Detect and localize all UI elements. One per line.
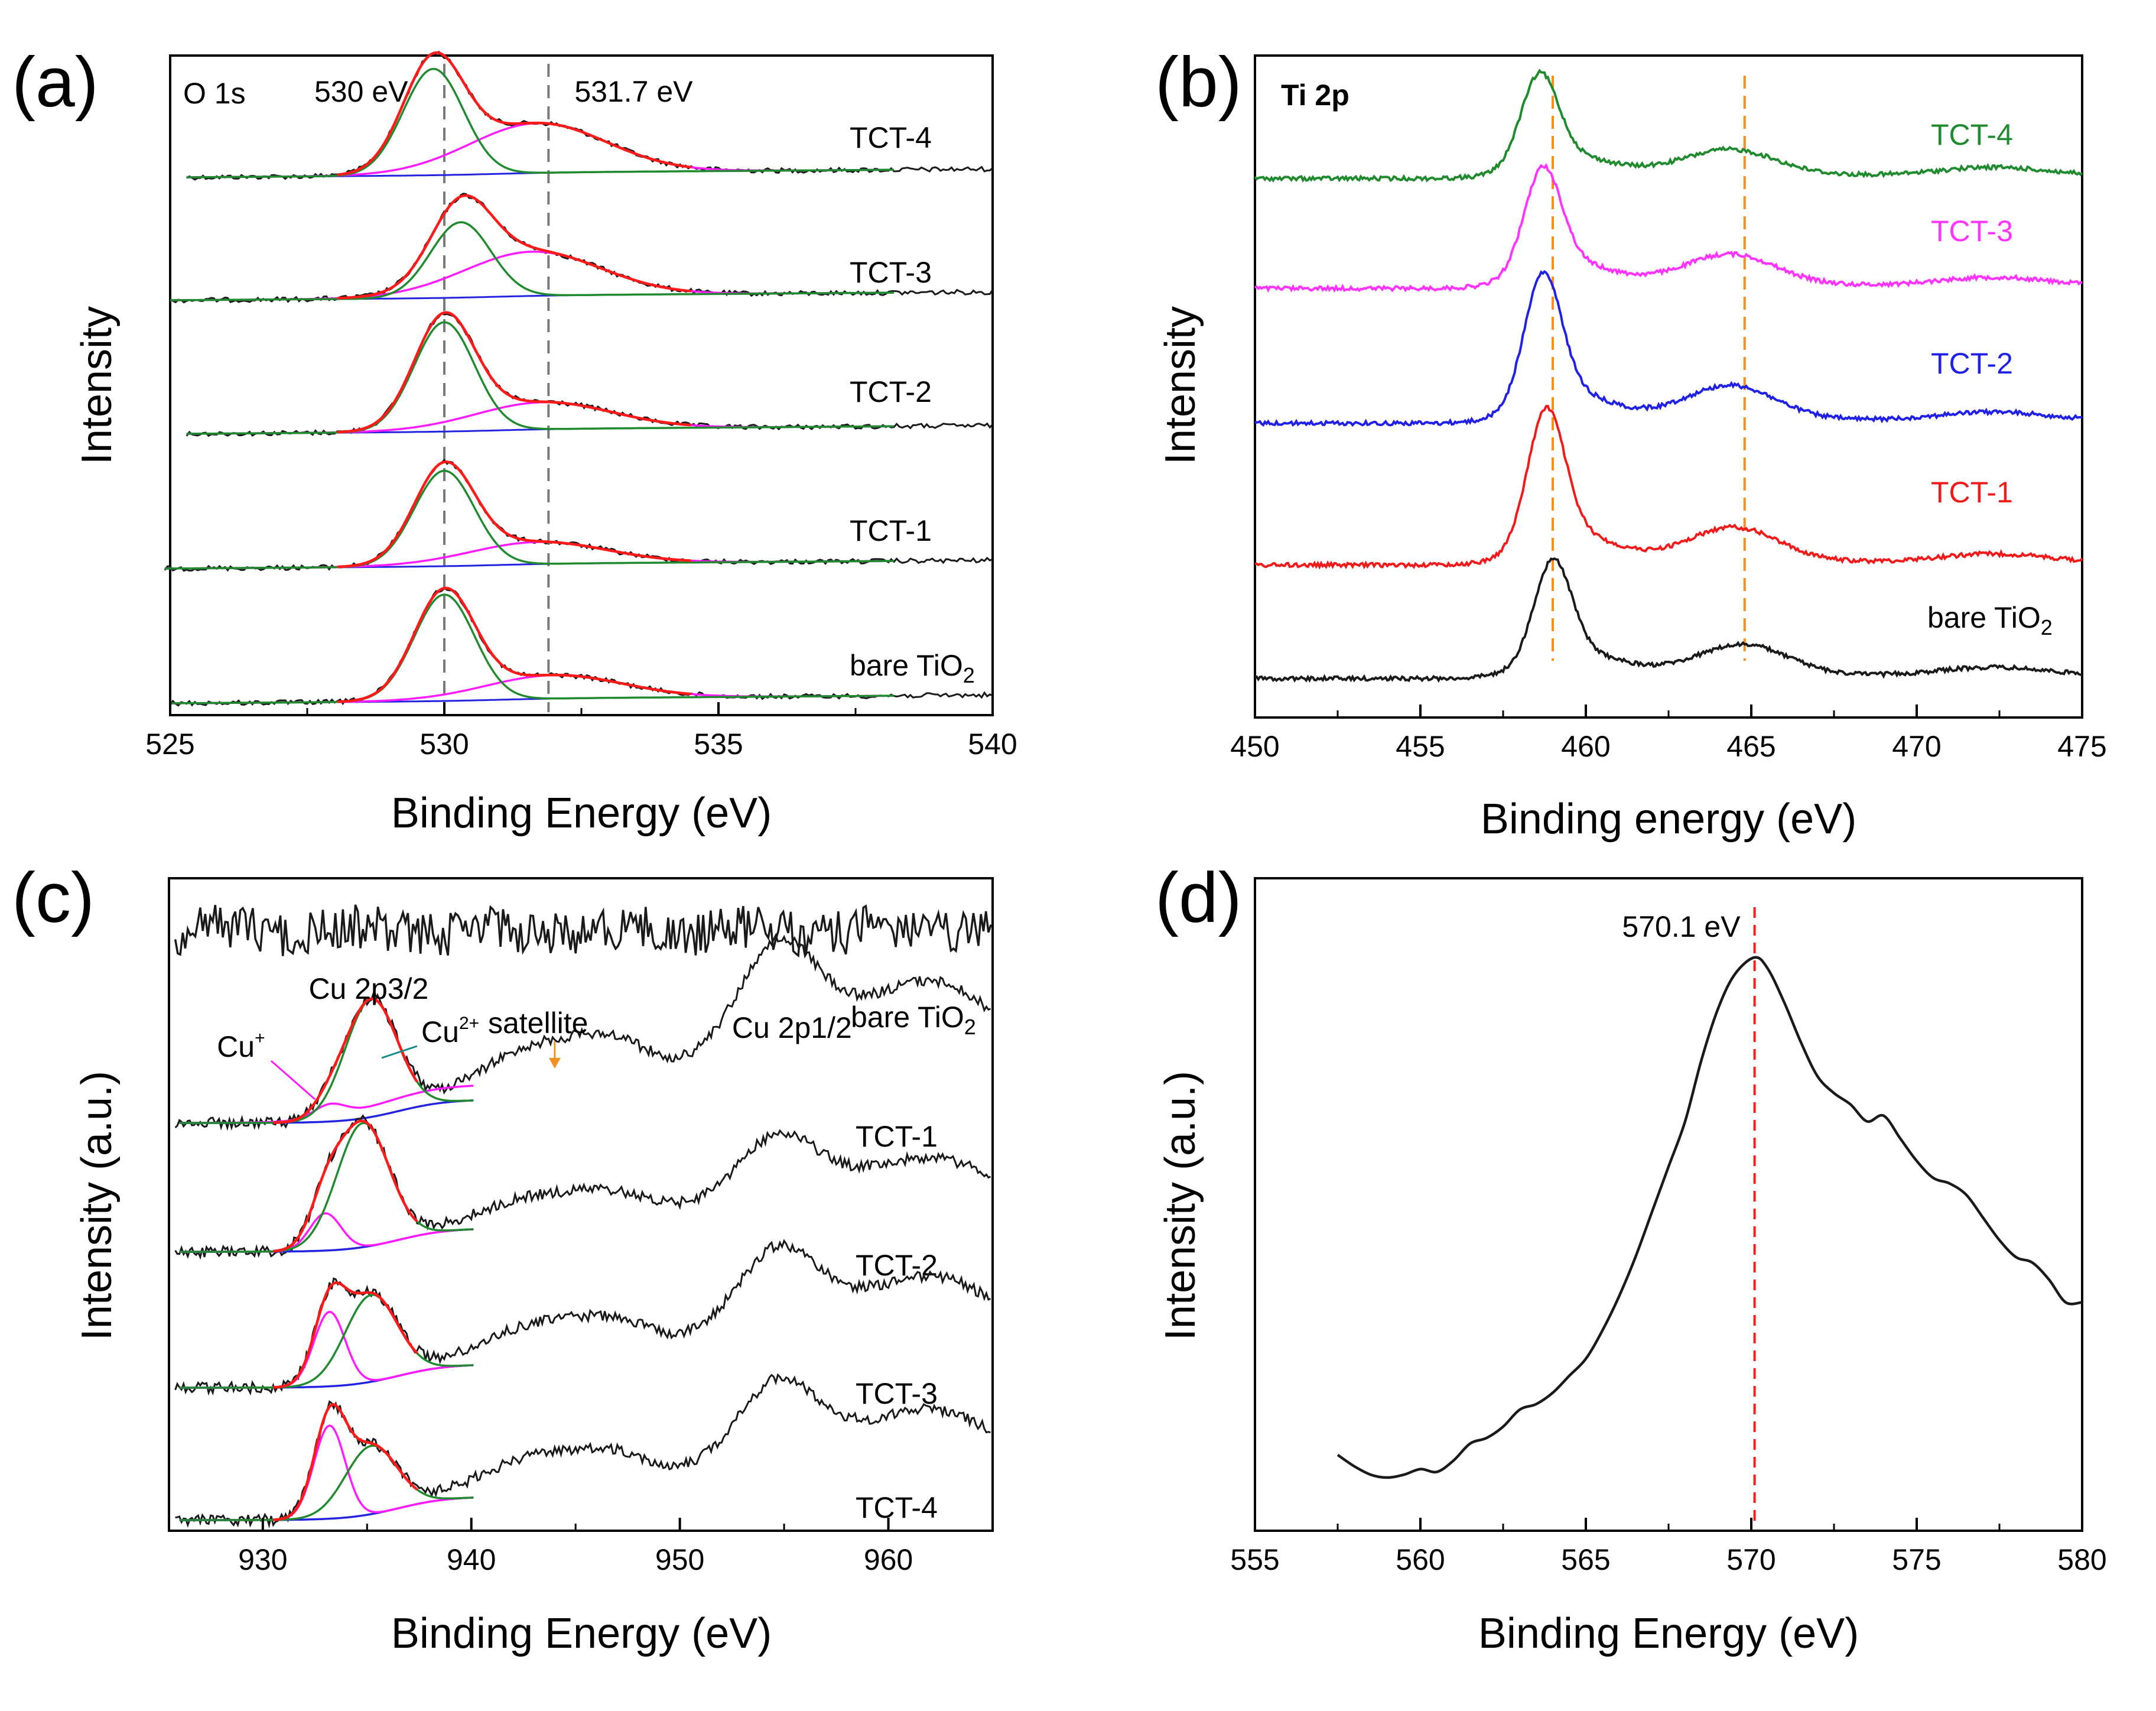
- panel-c-cu2plus-arrow: [381, 1045, 418, 1059]
- panel-a-xlabel: Binding Energy (eV): [391, 790, 772, 837]
- panel-d-tick-label: 570: [1726, 1543, 1775, 1576]
- panel-b-series-label: TCT-2: [1931, 347, 2013, 380]
- panel-b-series-label: bare TiO2: [1927, 601, 2053, 639]
- panel-b-xlabel: Binding energy (eV): [1481, 796, 1856, 843]
- panel-a-tick-label: 540: [968, 728, 1017, 761]
- panel-c-series-label: bare TiO2: [851, 1001, 976, 1039]
- panel-c-tick-label: 960: [864, 1543, 913, 1576]
- panel-c-frame: [168, 877, 994, 1532]
- panel-c-series-label: TCT-4: [856, 1491, 938, 1524]
- panel-c-tick-label: 930: [238, 1543, 287, 1576]
- panel-a-raw-curve: [186, 50, 994, 181]
- panel-b-tick-label: 460: [1561, 730, 1610, 763]
- panel-c-annotation-cu-plus: Cu+: [217, 1028, 265, 1063]
- panel-d-tick-label: 555: [1230, 1543, 1279, 1576]
- panel-a-tick-label: 525: [145, 728, 194, 761]
- panel-b-ylabel: Intensity: [1157, 306, 1204, 465]
- panel-b-tick-label: 455: [1396, 730, 1445, 763]
- panel-b-title: Ti 2p: [1281, 79, 1349, 112]
- panel-a-series-label: TCT-3: [850, 256, 932, 289]
- panel-a-ref-label: 531.7 eV: [574, 75, 693, 108]
- panel-a-peak-lattice: [170, 593, 894, 704]
- panel-c-peak-cu2plus: [179, 1293, 474, 1389]
- panel-c-peak-cu-plus: [179, 1424, 474, 1521]
- panel-a-fit-envelope: [337, 194, 691, 300]
- panel-c-annotation-satellite: satellite: [488, 1007, 588, 1040]
- panel-c-label: (c): [12, 858, 95, 937]
- panel-a-peak-lattice: [186, 321, 895, 435]
- panel-d-label: (d): [1155, 858, 1242, 937]
- panel-b-spectrum: [1254, 557, 2083, 683]
- panel-b-series-label: TCT-3: [1931, 215, 2013, 248]
- panel-d-tick-label: 560: [1396, 1543, 1445, 1576]
- panel-c-fit-envelope: [273, 1402, 418, 1521]
- panel-a-ref-label: 530 eV: [314, 75, 408, 108]
- panel-c-peak-cu2plus: [179, 1122, 474, 1253]
- panel-c-bare-spectrum: [174, 904, 992, 958]
- panel-b-tick-label: 450: [1230, 730, 1279, 763]
- panel-a-raw-curve: [169, 587, 993, 707]
- panel-c-annotation-cu2p12: Cu 2p1/2: [732, 1011, 852, 1044]
- panel-c-series-label: TCT-1: [856, 1120, 938, 1153]
- panel-c-annotation-cu2plus: Cu2+: [421, 1014, 479, 1048]
- panel-b-tick-label: 475: [2057, 730, 2106, 763]
- panel-d-tick-label: 575: [1892, 1543, 1941, 1576]
- panel-b-series-label: TCT-1: [1931, 476, 2013, 509]
- panel-c-tick-label: 950: [655, 1543, 704, 1576]
- panel-a-series-label: TCT-2: [850, 375, 932, 408]
- panel-b-spectrum: [1254, 163, 2083, 293]
- panel-b-tick-label: 470: [1892, 730, 1941, 763]
- panel-b-spectrum: [1254, 404, 2083, 570]
- panel-d-tick-label: 565: [1561, 1543, 1610, 1576]
- panel-c-fit-envelope: [273, 1281, 418, 1389]
- panel-a-fit-envelope: [337, 586, 691, 703]
- panel-a-peak-lattice: [186, 67, 895, 178]
- panel-d-spectrum: [1336, 956, 2083, 1479]
- panel-c-peak-cu2plus: [179, 998, 474, 1124]
- panel-c-tick-label: 940: [447, 1543, 496, 1576]
- panel-b-spectrum: [1254, 69, 2083, 183]
- panel-a-label: (a): [12, 43, 99, 122]
- panel-a-series-label: TCT-1: [850, 514, 932, 547]
- panel-a-o1s: (a) O 1s 530 eV 531.7 eV TCT-4 TCT-3 TCT-2 T…: [12, 43, 1017, 837]
- panel-d-ylabel: Intensity (a.u.): [1157, 1071, 1204, 1340]
- panel-a-raw-curve: [186, 312, 994, 437]
- panel-a-peak-lattice: [170, 221, 894, 301]
- panel-a-tick-label: 535: [694, 728, 743, 761]
- panel-a-series-label: bare TiO2: [850, 649, 975, 687]
- panel-b-label: (b): [1155, 43, 1242, 122]
- panel-d-frame: [1254, 877, 2083, 1532]
- panel-b-spectrum: [1254, 270, 2083, 427]
- panel-a-peak-lattice: [164, 469, 894, 570]
- panel-d-peak-label: 570.1 eV: [1622, 910, 1741, 943]
- panel-a-ylabel: Intensity: [73, 306, 121, 465]
- panel-c-fit-envelope: [273, 997, 418, 1124]
- panel-a-title: O 1s: [183, 77, 246, 110]
- panel-b-series-label: TCT-4: [1931, 118, 2013, 151]
- panel-c-ylabel: Intensity (a.u.): [73, 1071, 121, 1340]
- panel-c-peak-cu2plus: [179, 1444, 474, 1521]
- panel-a-fit-envelope: [337, 51, 691, 177]
- panel-c-peak-cu-plus: [179, 1310, 474, 1389]
- panel-b-tick-label: 465: [1726, 730, 1775, 763]
- panel-c-cu-plus-arrow: [270, 1060, 316, 1100]
- panel-d-tick-label: 580: [2057, 1543, 2106, 1576]
- panel-c-xlabel: Binding Energy (eV): [391, 1610, 772, 1657]
- panel-c-fit-envelope: [273, 1119, 418, 1253]
- panel-a-tick-label: 530: [420, 728, 469, 761]
- panel-a-fit-envelope: [337, 460, 691, 569]
- panel-c-satellite-arrowhead: [548, 1058, 561, 1069]
- panel-d-xlabel: Binding Energy (eV): [1478, 1610, 1859, 1657]
- panel-c-annotation-cu2p32: Cu 2p3/2: [308, 972, 428, 1005]
- panel-a-series-label: TCT-4: [850, 121, 932, 154]
- panel-d-cu-lmm: (d) 570.1 eV 555 560 565 570 575 580 Binding …: [1155, 858, 2107, 1657]
- panel-a-fit-envelope: [337, 311, 691, 434]
